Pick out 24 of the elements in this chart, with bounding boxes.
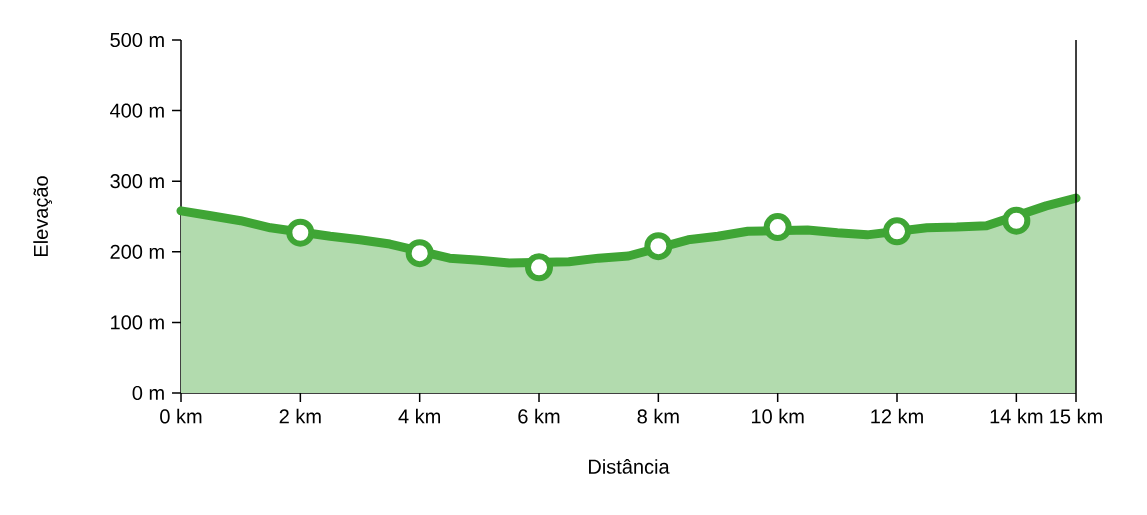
x-tick-label: 15 km xyxy=(1050,408,1102,424)
y-axis-title: Elevação xyxy=(33,176,53,256)
y-tick-label: 300 m xyxy=(110,174,164,189)
x-tick-label: 12 km xyxy=(871,408,923,424)
x-tick-label: 0 km xyxy=(160,408,202,424)
y-tick-label: 200 m xyxy=(110,244,164,259)
point xyxy=(286,218,315,247)
x-tick-label: 2 km xyxy=(279,408,321,424)
x-axis-title: Distância xyxy=(589,459,670,474)
point xyxy=(763,213,792,242)
point xyxy=(1002,206,1031,235)
y-tick-label: 500 m xyxy=(110,32,164,48)
point xyxy=(644,232,673,261)
point xyxy=(883,217,912,246)
y-tick-label: 100 m xyxy=(111,315,164,330)
x-tick-label: 10 km xyxy=(751,408,804,424)
x-tick-label: 14 km xyxy=(990,408,1043,424)
point xyxy=(405,239,434,268)
y-tick-label: 0 m xyxy=(132,385,164,401)
point xyxy=(525,253,554,282)
x-tick-label: 8 km xyxy=(637,408,679,424)
y-tick-label: 400 m xyxy=(110,103,164,118)
x-tick-label: 6 km xyxy=(518,408,560,424)
x-tick-label: 4 km xyxy=(398,408,441,424)
